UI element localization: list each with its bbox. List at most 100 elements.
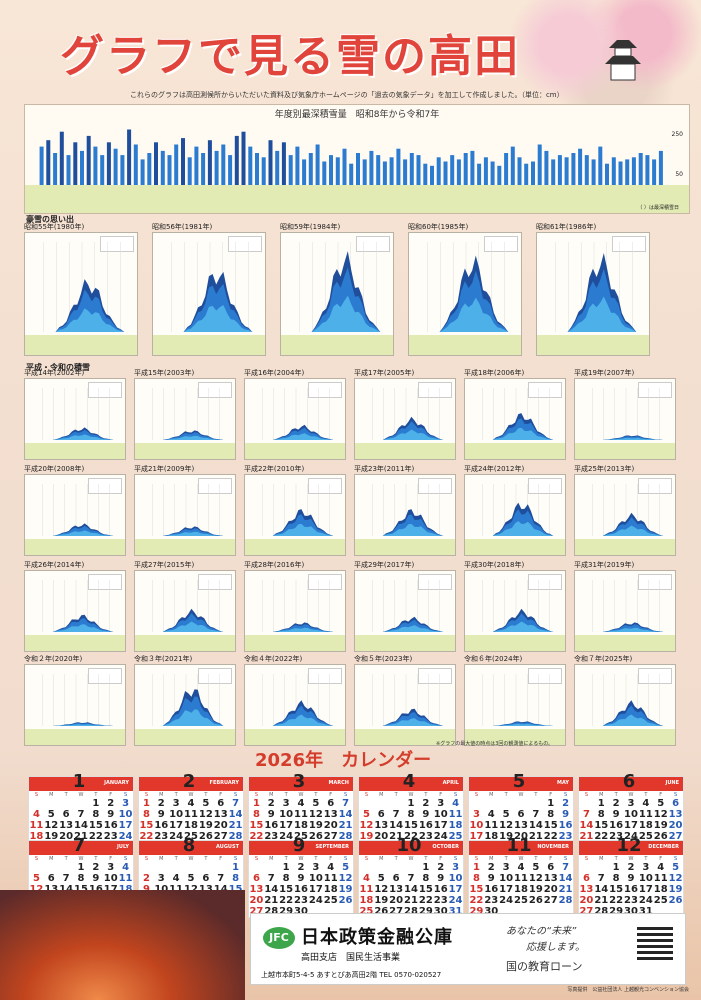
snow-depth-panel — [354, 664, 456, 746]
annual-bar — [248, 146, 253, 185]
panel-plot — [260, 388, 337, 440]
day-cell: 7 — [582, 809, 590, 820]
day-cell: 10 — [638, 873, 653, 884]
panel-plot — [40, 484, 117, 536]
qr-code-icon[interactable] — [637, 924, 673, 960]
snow-depth-panel — [244, 378, 346, 460]
annual-bar — [234, 135, 239, 185]
snow-depth-min — [590, 525, 667, 536]
weekday-label: W — [628, 792, 634, 798]
day-cell: 22 — [404, 831, 418, 842]
day-cell: 3 — [282, 798, 290, 809]
day-blank — [499, 798, 514, 809]
panel-notes — [575, 539, 675, 555]
annual-bar — [524, 163, 529, 185]
annual-bar — [551, 159, 556, 185]
day-cell: 6 — [392, 873, 400, 884]
weekday-label: S — [584, 856, 589, 862]
day-cell: 21 — [528, 831, 543, 842]
weekday-label: S — [34, 792, 39, 798]
annual-bar — [456, 159, 461, 185]
panel-year-label: 平成31年(2019年) — [574, 561, 635, 569]
panel-notes — [135, 443, 235, 459]
castle-icon — [605, 40, 641, 81]
month-name: FEBRUARY — [209, 780, 239, 786]
month-number: 2 — [182, 771, 196, 792]
annual-bar — [645, 155, 650, 185]
day-blank — [374, 862, 389, 873]
annual-bar — [625, 159, 630, 185]
panel-legend — [638, 668, 672, 684]
day-cell: 8 — [612, 873, 620, 884]
panel-plot — [150, 580, 227, 632]
snow-depth-panel — [24, 378, 126, 460]
weekday-label: T — [94, 792, 98, 798]
weekday-label: T — [534, 792, 538, 798]
annual-bar — [396, 148, 401, 185]
weekday-label: F — [219, 792, 223, 798]
day-cell: 18 — [118, 884, 133, 895]
weekday-label: S — [474, 856, 479, 862]
day-cell: 1 — [92, 798, 100, 809]
day-cell: 8 — [472, 873, 480, 884]
day-cell: 1 — [232, 862, 240, 873]
day-cell: 15 — [249, 820, 264, 831]
day-cell: 13 — [389, 884, 404, 895]
intro-text: これらのグラフは高田測候所からいただいた資料及び気象庁ホームページの「過去の気象… — [130, 91, 564, 99]
day-cell: 1 — [612, 862, 620, 873]
month-header: 10 OCTOBER — [359, 835, 463, 856]
poster-title: グラフで見る雪の高田 — [60, 31, 520, 82]
day-cell: 16 — [609, 820, 624, 831]
day-cell: 16 — [88, 884, 103, 895]
panel-legend — [228, 236, 262, 252]
panel-plot — [480, 388, 557, 440]
weekday-label: W — [408, 792, 414, 798]
panel-year-label: 平成27年(2015年) — [134, 561, 195, 569]
day-cell: 23 — [264, 831, 279, 842]
annual-bar — [322, 161, 327, 185]
panel-legend — [418, 574, 452, 590]
day-cell: 19 — [44, 831, 59, 842]
day-blank — [359, 798, 374, 809]
day-cell: 4 — [452, 798, 460, 809]
day-blank — [169, 862, 184, 873]
panel-year-label: 平成14年(2002年) — [24, 369, 85, 377]
panel-plot — [480, 580, 557, 632]
day-cell: 2 — [142, 873, 150, 884]
day-cell: 5 — [672, 862, 680, 873]
annual-bar — [100, 155, 105, 185]
day-cell: 1 — [407, 798, 415, 809]
panel-year-label: 昭和60年(1985年) — [408, 223, 469, 231]
day-blank — [579, 862, 594, 873]
month-header: 2 FEBRUARY — [139, 771, 243, 792]
panel-year-label: 平成15年(2003年) — [134, 369, 195, 377]
day-cell: 5 — [187, 873, 195, 884]
weekday-label: F — [329, 856, 333, 862]
weekday-label: M — [599, 792, 604, 798]
day-blank — [469, 798, 484, 809]
panel-legend — [528, 668, 562, 684]
day-cell: 20 — [249, 895, 264, 906]
panel-legend — [198, 668, 232, 684]
day-cell: 19 — [198, 820, 213, 831]
day-cell: 4 — [187, 798, 195, 809]
month-name: NOVEMBER — [537, 844, 569, 850]
weekday-label: S — [144, 856, 149, 862]
day-cell: 23 — [154, 831, 169, 842]
weekday-label: M — [269, 792, 274, 798]
day-cell: 4 — [122, 862, 130, 873]
annual-bar — [591, 159, 596, 185]
day-cell: 7 — [597, 873, 605, 884]
weekday-label: S — [144, 792, 149, 798]
weekday-label: W — [188, 792, 194, 798]
snow-depth-min — [590, 627, 667, 632]
day-cell: 19 — [374, 895, 389, 906]
panel-plot — [480, 674, 557, 726]
day-cell: 14 — [594, 884, 609, 895]
day-cell: 15 — [279, 884, 294, 895]
day-cell: 9 — [627, 873, 635, 884]
month-name: JANUARY — [104, 780, 129, 786]
